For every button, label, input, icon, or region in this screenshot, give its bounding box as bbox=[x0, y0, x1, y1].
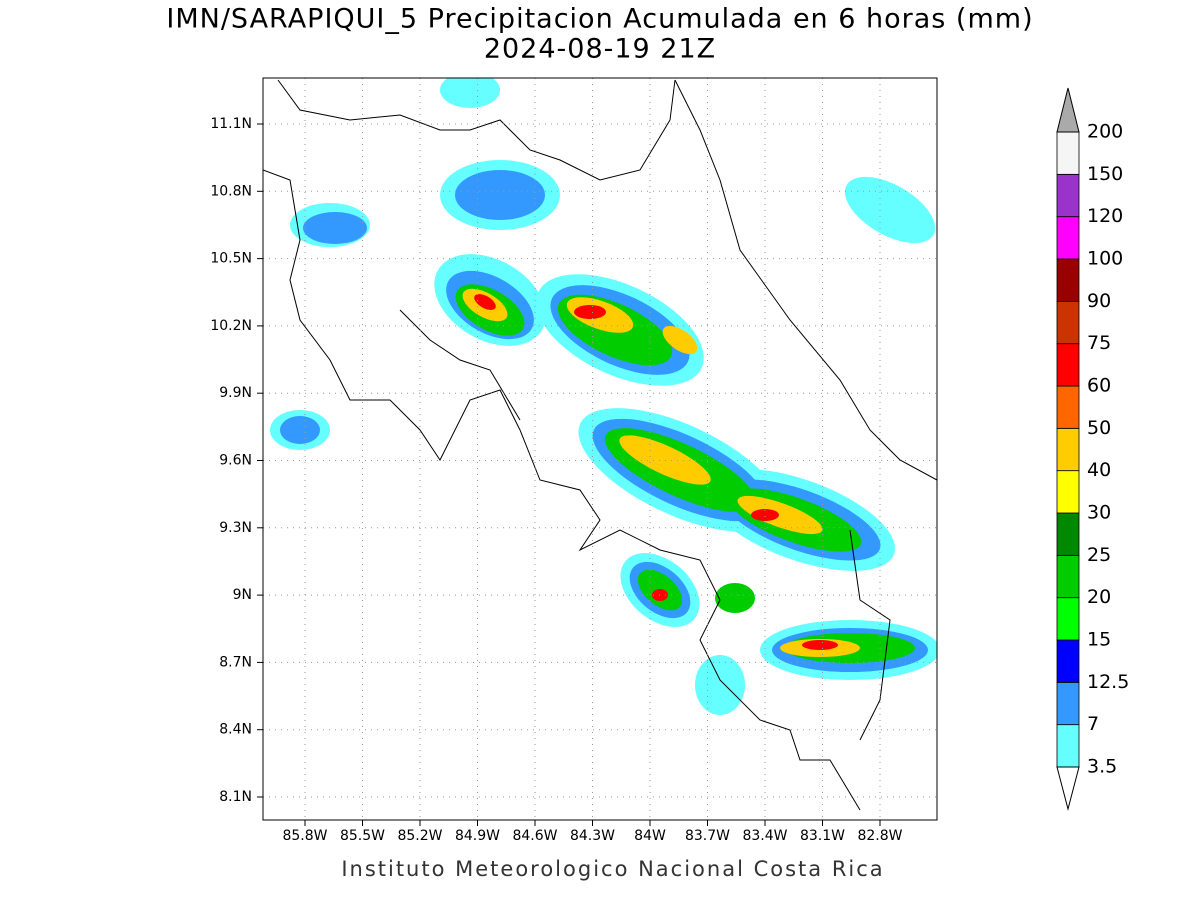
x-tick-label: 82.8W bbox=[857, 828, 902, 844]
colorbar-low bbox=[1056, 766, 1080, 811]
x-tick-label: 84.6W bbox=[512, 828, 557, 844]
y-tick-label: 8.7N bbox=[219, 654, 252, 670]
colorbar-label: 15 bbox=[1087, 629, 1111, 651]
colorbar-box bbox=[1056, 554, 1080, 599]
y-tick-label: 9.3N bbox=[219, 520, 252, 536]
colorbar-label: 90 bbox=[1087, 290, 1111, 312]
y-tick-label: 10.5N bbox=[210, 251, 252, 267]
x-tick-label: 83.1W bbox=[800, 828, 845, 844]
y-tick-label: 8.1N bbox=[219, 789, 252, 805]
colorbar-box bbox=[1056, 427, 1080, 472]
colorbar-box bbox=[1056, 216, 1080, 260]
x-tick-label: 83.4W bbox=[742, 828, 787, 844]
colorbar-high bbox=[1056, 87, 1080, 133]
y-tick-label: 9.6N bbox=[219, 453, 252, 469]
x-tick-label: 83.7W bbox=[685, 828, 730, 844]
y-tick-label: 9N bbox=[233, 587, 252, 603]
colorbar-label: 12.5 bbox=[1087, 671, 1129, 693]
map-frame bbox=[262, 77, 938, 821]
colorbar-box bbox=[1056, 724, 1080, 768]
colorbar-box bbox=[1056, 639, 1080, 683]
colorbar-box bbox=[1056, 258, 1080, 302]
colorbar-label: 25 bbox=[1087, 544, 1111, 566]
colorbar-box bbox=[1056, 385, 1080, 429]
colorbar-label: 3.5 bbox=[1087, 756, 1117, 778]
colorbar-label: 120 bbox=[1087, 205, 1123, 227]
y-tick-label: 8.4N bbox=[219, 722, 252, 738]
footer: Instituto Meteorologico Nacional Costa R… bbox=[341, 857, 884, 881]
colorbar-box bbox=[1056, 681, 1080, 726]
colorbar-label: 100 bbox=[1087, 248, 1123, 270]
colorbar-box bbox=[1056, 173, 1080, 218]
colorbar-box bbox=[1056, 512, 1080, 556]
colorbar-label: 40 bbox=[1087, 459, 1111, 481]
x-tick-label: 84W bbox=[634, 828, 666, 844]
x-tick-label: 85.8W bbox=[282, 828, 327, 844]
colorbar-label: 75 bbox=[1087, 332, 1111, 354]
colorbar-label: 7 bbox=[1087, 713, 1099, 735]
colorbar-box bbox=[1056, 343, 1080, 387]
x-tick-label: 85.5W bbox=[340, 828, 385, 844]
colorbar: 3.5 7 12.5 15 20 25 30 40 50 60 75 90 100 120 150 200 bbox=[1056, 87, 1129, 811]
subtitle: 2024-08-19 21Z bbox=[484, 34, 716, 65]
y-tick-label: 9.9N bbox=[219, 385, 252, 401]
colorbar-box bbox=[1056, 597, 1080, 641]
x-tick-label: 84.3W bbox=[570, 828, 615, 844]
colorbar-label: 60 bbox=[1087, 375, 1111, 397]
colorbar-label: 50 bbox=[1087, 417, 1111, 439]
y-tick-label: 10.8N bbox=[210, 183, 252, 199]
colorbar-label: 200 bbox=[1087, 121, 1123, 143]
graticule: 85.8W 85.5W 85.2W 84.9W 84.6W 84.3W 84W 83.7W 83… bbox=[210, 78, 937, 844]
y-tick-label: 11.1N bbox=[210, 116, 252, 132]
colorbar-label: 20 bbox=[1087, 586, 1111, 608]
colorbar-label: 30 bbox=[1087, 502, 1111, 524]
colorbar-box bbox=[1056, 470, 1080, 514]
x-tick-label: 84.9W bbox=[455, 828, 500, 844]
y-tick-label: 10.2N bbox=[210, 318, 252, 334]
colorbar-label: 150 bbox=[1087, 163, 1123, 185]
x-tick-label: 85.2W bbox=[397, 828, 442, 844]
colorbar-box bbox=[1056, 300, 1080, 345]
colorbar-box bbox=[1056, 131, 1080, 175]
precip-field bbox=[270, 78, 937, 715]
title: IMN/SARAPIQUI_5 Precipitacion Acumulada … bbox=[166, 4, 1033, 35]
